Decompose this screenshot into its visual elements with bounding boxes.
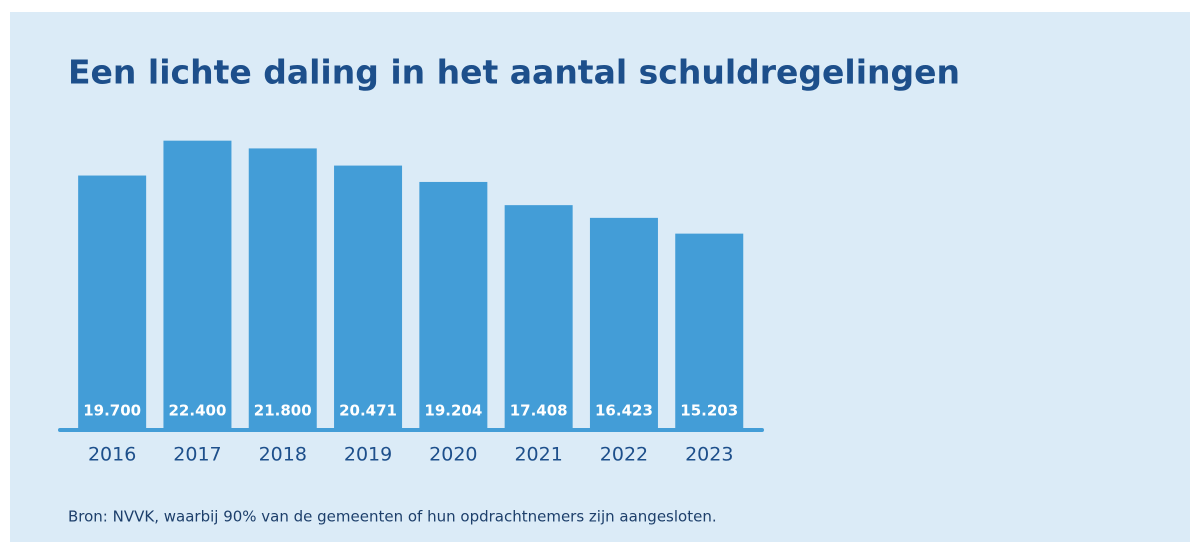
value-label: 21.800 — [254, 402, 312, 420]
x-tick-label: 2021 — [514, 444, 562, 466]
bar — [675, 233, 744, 430]
value-label: 19.204 — [424, 402, 482, 420]
bar — [504, 205, 573, 430]
value-label: 20.471 — [339, 402, 397, 420]
value-label: 15.203 — [680, 402, 738, 420]
value-label: 16.423 — [595, 402, 653, 420]
bar — [248, 148, 317, 430]
value-label: 22.400 — [169, 402, 227, 420]
x-tick-label: 2019 — [344, 444, 392, 466]
bar — [419, 181, 488, 430]
chart-title: Een lichte daling in het aantal schuldre… — [68, 53, 960, 92]
x-tick-label: 2017 — [173, 444, 221, 466]
bar — [589, 217, 658, 430]
x-tick-label: 2016 — [88, 444, 136, 466]
x-tick-label: 2020 — [429, 444, 477, 466]
bar — [163, 140, 232, 430]
x-tick-label: 2023 — [685, 444, 733, 466]
source-note: Bron: NVVK, waarbij 90% van de gemeenten… — [68, 508, 717, 526]
value-label: 19.700 — [83, 402, 141, 420]
bar — [334, 165, 403, 430]
x-tick-label: 2018 — [259, 444, 307, 466]
bar — [78, 175, 147, 430]
x-tick-label: 2022 — [600, 444, 648, 466]
value-label: 17.408 — [510, 402, 568, 420]
